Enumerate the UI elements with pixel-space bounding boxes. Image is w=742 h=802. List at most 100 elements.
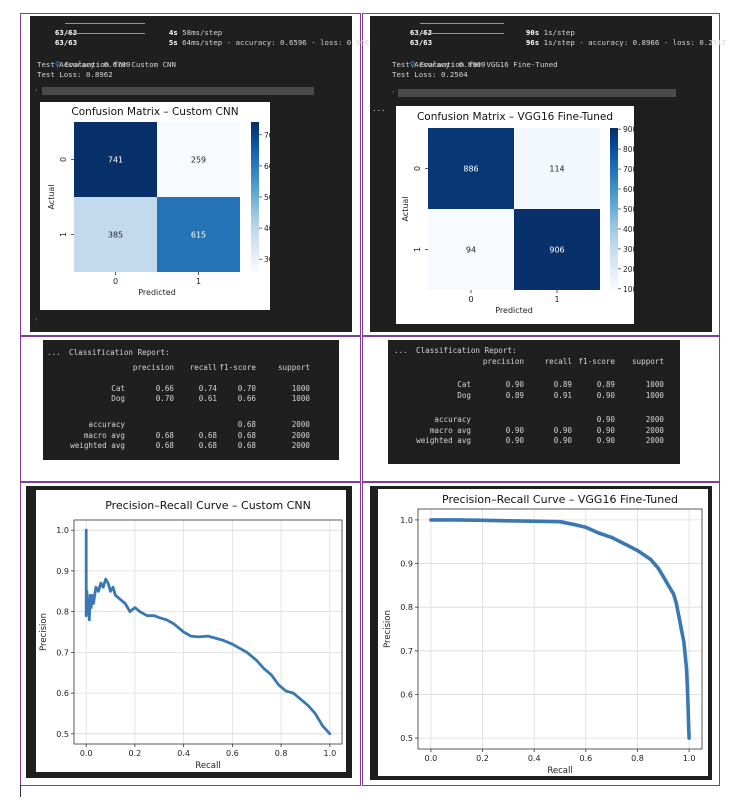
- colorbar-segment: [610, 217, 618, 222]
- report-cell: 0.89: [553, 380, 572, 389]
- colorbar-segment: [610, 269, 618, 275]
- x-tick-label: 0: [113, 277, 118, 286]
- x-tick-label: 0.6: [579, 754, 592, 763]
- x-tick-label: 1.0: [683, 754, 696, 763]
- colorbar-segment: [610, 249, 618, 255]
- pr-curve-line: [429, 518, 691, 740]
- confusion-matrix-cnn-svg: Confusion Matrix – Custom CNN 741 259 385 61…: [47, 106, 279, 297]
- colorbar-segment: [251, 219, 259, 224]
- colorbar-segment: [251, 249, 259, 254]
- colorbar-segment: [610, 225, 618, 230]
- report-cell: 1000: [645, 380, 664, 389]
- column-header: recall: [544, 357, 572, 366]
- report-cell: 0.70: [237, 384, 256, 393]
- colorbar-segment: [610, 136, 618, 141]
- column-header: support: [631, 357, 664, 366]
- report-cell: 2000: [291, 431, 310, 440]
- x-tick-label: 0.0: [80, 749, 93, 758]
- x-axis-label: Recall: [547, 766, 572, 776]
- output-ellipsis[interactable]: ...: [47, 348, 61, 357]
- pr-curve-cnn: Precision–Recall Curve – Custom CNN 0.0 0.…: [36, 490, 346, 772]
- report-cell: 0.91: [553, 391, 572, 400]
- colorbar-segment: [251, 182, 259, 187]
- horizontal-scrollbar[interactable]: [398, 89, 676, 97]
- y-tick-label: 0.9: [400, 560, 413, 569]
- colorbar-segment: [610, 233, 618, 238]
- scroll-left-arrow-icon[interactable]: ‹: [35, 316, 38, 323]
- chart-title: Precision–Recall Curve – Custom CNN: [105, 499, 311, 512]
- progress-line-2: 63/63: [37, 28, 77, 57]
- colorbar-tick-label: 400: [623, 225, 634, 234]
- report-cell: 2000: [645, 436, 664, 445]
- cell-value-label: 615: [191, 231, 206, 240]
- plot-frame: [417, 508, 703, 750]
- colorbar-segment: [610, 237, 618, 242]
- row-label: macro avg: [429, 426, 471, 435]
- horizontal-scrollbar[interactable]: [42, 87, 314, 95]
- matrix-cell: [74, 122, 157, 197]
- report-cell: 0.90: [596, 426, 615, 435]
- colorbar-segment: [610, 241, 618, 247]
- output-ellipsis[interactable]: ...: [372, 104, 386, 113]
- colorbar-segment: [610, 140, 618, 145]
- test-loss: Test Loss: 0.2504: [392, 70, 468, 79]
- column-header: precision: [482, 357, 524, 366]
- chart-title: Precision–Recall Curve – VGG16 Fine-Tune…: [442, 493, 678, 506]
- report-cell: 2000: [291, 420, 310, 429]
- row-label: accuracy: [434, 415, 471, 424]
- colorbar-segment: [251, 189, 259, 194]
- colorbar-segment: [610, 144, 618, 149]
- colorbar-segment: [610, 156, 618, 161]
- scroll-left-arrow-icon[interactable]: ‹: [35, 87, 38, 94]
- colorbar-segment: [610, 128, 618, 133]
- x-axis-label: Predicted: [495, 306, 533, 315]
- x-tick-label: 0.2: [129, 749, 142, 758]
- report-cell: 0.66: [155, 384, 174, 393]
- colorbar-segment: [251, 223, 259, 228]
- colorbar-segment: [251, 174, 259, 179]
- scroll-left-arrow-icon[interactable]: ‹: [392, 89, 395, 96]
- colorbar-segment: [610, 172, 618, 178]
- colorbar-segment: [251, 159, 259, 164]
- report-title: Classification Report:: [69, 348, 170, 357]
- report-cell: 0.90: [553, 436, 572, 445]
- x-tick-label: 1: [554, 295, 559, 304]
- report-cell: 0.68: [237, 441, 256, 450]
- pr-panel-vgg: Precision–Recall Curve – VGG16 Fine-Tune…: [370, 486, 712, 780]
- y-axis-label: Actual: [401, 196, 410, 221]
- colorbar-segment: [610, 257, 618, 263]
- output-ellipsis[interactable]: ...: [394, 346, 408, 355]
- grid-cell-cnn-matrix: [20, 13, 361, 336]
- x-tick-label: 0.2: [476, 754, 489, 763]
- colorbar-segment: [610, 265, 618, 271]
- cell-value-label: 906: [549, 246, 564, 255]
- colorbar-segment: [610, 184, 618, 190]
- y-tick-label: 0.7: [56, 648, 69, 657]
- colorbar-segment: [251, 185, 259, 191]
- colorbar-tick-label: 300: [623, 245, 634, 254]
- colorbar-segment: [251, 257, 259, 262]
- step-count: 63/63: [54, 37, 78, 47]
- output-panel-vgg: 63/63 90s 1s/step 63/63 96s 1s/step - ac…: [370, 16, 726, 332]
- magnifier-icon: ⚲: [54, 59, 61, 69]
- colorbar-segment: [610, 148, 618, 153]
- cell-value-label: 259: [191, 156, 206, 165]
- colorbar-tick-label: 800: [623, 145, 634, 154]
- colorbar-segment: [610, 261, 618, 267]
- progress-time-1: 4s 58ms/step: [168, 27, 223, 37]
- grid-cell-cnn-report: [20, 336, 361, 482]
- y-tick-label: 1.0: [56, 526, 69, 535]
- report-cell: 0.68: [155, 431, 174, 440]
- grid-cell-vgg-report: [362, 336, 720, 482]
- progress-line-1: 63/63: [37, 18, 77, 47]
- colorbar-segment: [251, 238, 259, 243]
- test-accuracy: Test Accuracy: 0.6780: [37, 60, 131, 69]
- x-axis-label: Predicted: [138, 288, 176, 297]
- colorbar-segment: [610, 277, 618, 283]
- colorbar-segment: [251, 242, 259, 247]
- confusion-matrix-vgg: Confusion Matrix – VGG16 Fine-Tuned 886 11…: [396, 106, 638, 324]
- output-panel-cnn: 63/63 4s 58ms/step 63/63 5s 64ms/step - …: [30, 16, 374, 332]
- colorbar-segment: [610, 213, 618, 218]
- colorbar-segment: [610, 176, 618, 182]
- cell-value-label: 886: [463, 165, 478, 174]
